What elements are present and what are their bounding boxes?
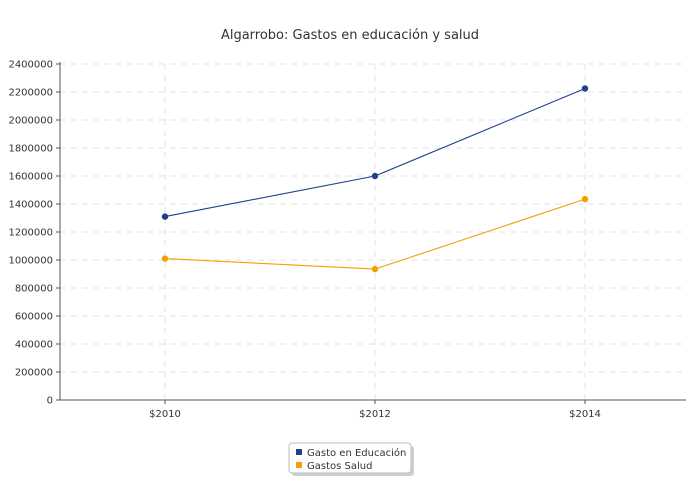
data-point <box>371 172 379 180</box>
x-tick-label: $2012 <box>359 409 391 420</box>
y-tick-label: 1400000 <box>8 200 53 211</box>
y-tick-label: 1800000 <box>8 144 53 155</box>
y-axis-ticks: 0 200000 400000 600000 800000 1000000 1200000 1… <box>8 60 60 407</box>
y-tick-label: 2200000 <box>8 88 53 99</box>
legend-label-salud: Gastos Salud <box>307 461 372 472</box>
legend-swatch-educacion <box>296 449 302 455</box>
chart-title: Algarrobo: Gastos en educación y salud <box>221 28 479 43</box>
y-tick-label: 600000 <box>15 312 53 323</box>
legend-box <box>288 442 412 474</box>
x-tick-label: $2010 <box>149 409 181 420</box>
series-layer <box>161 85 589 273</box>
x-axis-ticks: $2010 $2012 $2014 <box>149 400 601 420</box>
y-tick-label: 1600000 <box>8 172 53 183</box>
y-tick-label: 400000 <box>15 340 53 351</box>
legend: Gasto en Educación Gastos Salud <box>288 442 414 476</box>
x-tick-label: $2014 <box>569 409 601 420</box>
grid <box>60 63 686 400</box>
legend-label-educacion: Gasto en Educación <box>307 447 406 459</box>
legend-swatch-salud <box>296 462 302 468</box>
y-tick-label: 1000000 <box>8 256 53 267</box>
data-point <box>371 265 379 273</box>
y-tick-label: 200000 <box>15 368 53 379</box>
y-tick-label: 0 <box>47 396 53 407</box>
y-tick-label: 2000000 <box>8 116 53 127</box>
data-point <box>161 213 169 220</box>
data-point <box>581 85 589 92</box>
y-tick-label: 1200000 <box>8 228 53 239</box>
data-point <box>581 195 589 203</box>
data-point <box>161 255 169 262</box>
y-tick-label: 800000 <box>15 284 53 295</box>
y-tick-label: 2400000 <box>8 60 53 71</box>
